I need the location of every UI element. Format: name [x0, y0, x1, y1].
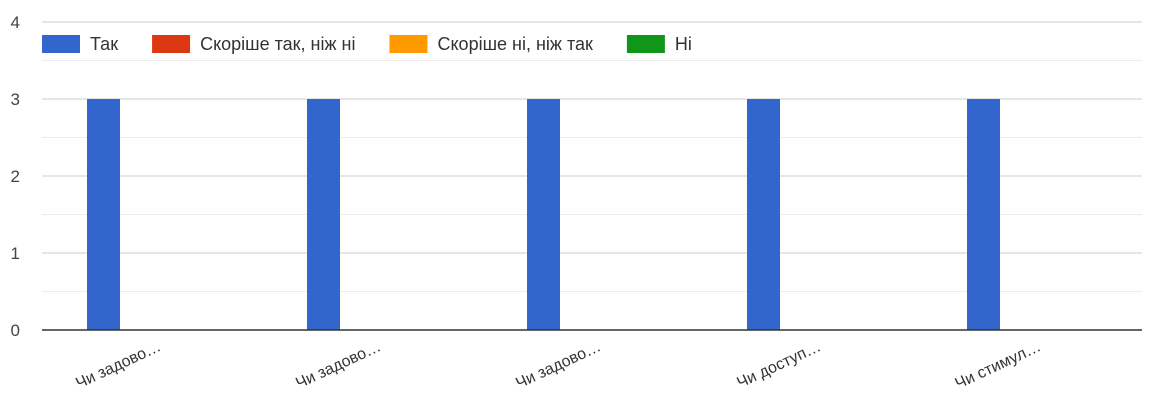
y-tick-label: 1 — [11, 244, 20, 263]
legend-label: Ні — [675, 34, 692, 54]
legend-item[interactable]: Ні — [626, 34, 692, 54]
x-tick-label: Чи стимул… — [953, 338, 1044, 392]
y-axis-ticks: 0 1 2 3 4 — [11, 13, 20, 340]
legend-swatch — [626, 35, 665, 53]
legend-swatch — [389, 35, 428, 53]
bar[interactable] — [747, 99, 780, 330]
bar[interactable] — [527, 99, 560, 330]
y-tick-label: 0 — [11, 321, 20, 340]
legend-item[interactable]: Скоріше ні, ніж так — [389, 34, 593, 54]
legend-label: Скоріше так, ніж ні — [200, 34, 355, 54]
x-axis-labels: Чи задово… Чи задово… Чи задово… Чи доступ…… — [73, 338, 1043, 392]
bar[interactable] — [967, 99, 1000, 330]
x-tick-label: Чи задово… — [513, 338, 603, 392]
legend[interactable]: Так Скоріше так, ніж ні Скоріше ні, ніж та… — [42, 34, 692, 54]
legend-swatch — [42, 35, 80, 53]
y-tick-label: 3 — [11, 90, 20, 109]
bars — [87, 99, 1000, 330]
legend-swatch — [152, 35, 191, 53]
y-tick-label: 2 — [11, 167, 20, 186]
x-tick-label: Чи задово… — [293, 338, 383, 392]
y-tick-label: 4 — [11, 13, 20, 32]
legend-item[interactable]: Скоріше так, ніж ні — [152, 34, 355, 54]
bar[interactable] — [87, 99, 120, 330]
legend-item[interactable]: Так — [42, 34, 118, 54]
x-tick-label: Чи задово… — [73, 338, 163, 392]
legend-label: Скоріше ні, ніж так — [437, 34, 593, 54]
x-tick-label: Чи доступ… — [735, 338, 824, 392]
bar[interactable] — [307, 99, 340, 330]
legend-label: Так — [90, 34, 118, 54]
grid-lines — [42, 21, 1142, 292]
